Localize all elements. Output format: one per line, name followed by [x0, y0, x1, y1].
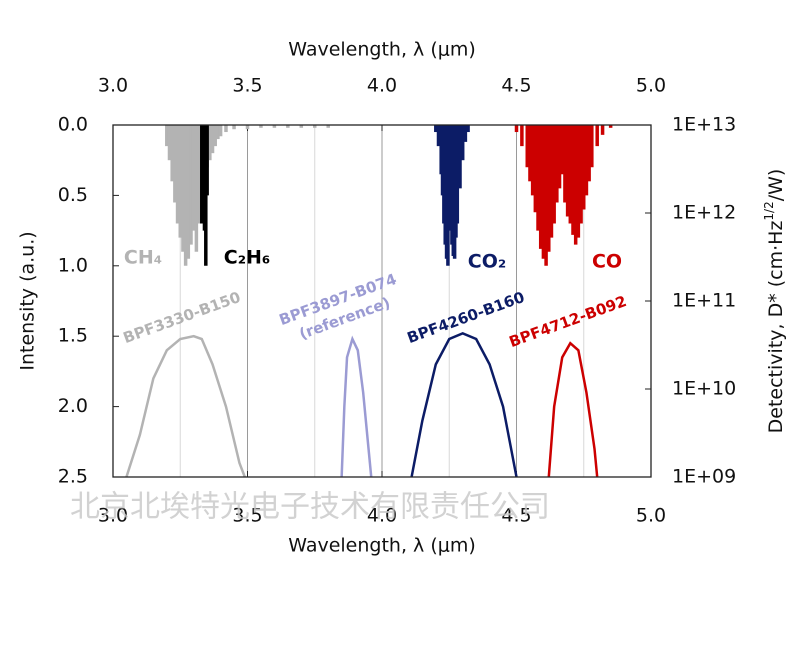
series-label: CO₂: [468, 251, 506, 273]
y2-tick-label: 1E+13: [672, 114, 736, 136]
top-x-tick-label: 5.0: [636, 75, 666, 97]
x-tick-label: 3.0: [98, 505, 128, 527]
y-tick-label: 0.5: [58, 184, 88, 206]
series-label: C₂H₆: [224, 247, 271, 269]
y-axis-title: Intensity (a.u.): [17, 231, 39, 370]
y2-axis-title-part: /W): [765, 169, 787, 202]
top-x-axis-title: Wavelength, λ (μm): [288, 39, 476, 61]
filter-curve: [340, 335, 373, 478]
y-tick-label: 2.5: [58, 466, 88, 488]
y2-axis-title-superscript: 1/2: [762, 201, 776, 220]
x-tick-label: 4.5: [501, 505, 531, 527]
top-x-tick-label: 3.0: [98, 75, 128, 97]
y2-tick-label: 1E+11: [672, 290, 736, 312]
series-label: CH₄: [124, 247, 162, 269]
plot-area: 3.0 3.0 3.5 3.5 4.0 4.0 4.5 4.5 5.0 5.0 0.0 0.5 1.0 1…: [58, 75, 736, 527]
series-label: CO: [592, 251, 622, 273]
x-axis-title: Wavelength, λ (μm): [288, 535, 476, 557]
top-x-tick-label: 4.0: [367, 75, 397, 97]
top-x-tick-label: 4.5: [501, 75, 531, 97]
x-tick-label: 5.0: [636, 505, 666, 527]
x-tick-label: 3.5: [232, 505, 262, 527]
y-tick-label: 1.5: [58, 325, 88, 347]
y-tick-label: 0.0: [58, 114, 88, 136]
y2-tick-label: 1E+12: [672, 202, 736, 224]
y2-tick-label: 1E+10: [672, 378, 736, 400]
y-tick-label: 2.0: [58, 395, 88, 417]
x-tick-label: 4.0: [367, 505, 397, 527]
plot-frame: [112, 124, 652, 478]
y2-tick-label: 1E+09: [672, 466, 736, 488]
watermark: 北京北埃特光电子技术有限责任公司: [70, 490, 550, 525]
filter-curve: [125, 334, 246, 478]
top-x-tick-label: 3.5: [232, 75, 262, 97]
y-tick-label: 1.0: [58, 254, 88, 276]
filter-curve: [547, 341, 599, 478]
y2-axis-title: Detectivity, D* (cm·Hz1/2/W): [762, 169, 787, 434]
filter-curve: [410, 332, 518, 478]
y2-axis-title-part: Detectivity, D* (cm·Hz: [765, 221, 787, 434]
